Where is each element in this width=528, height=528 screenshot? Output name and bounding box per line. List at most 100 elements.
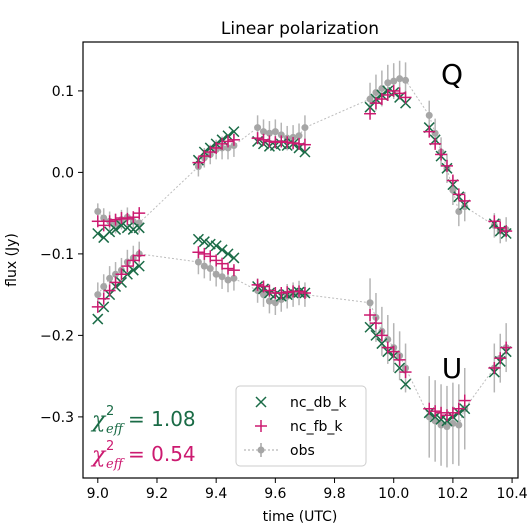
legend-box [235,385,367,467]
nc_db_k-point [110,223,122,235]
nc_fb_k-point [440,159,453,172]
nc_db_k-point [400,378,412,390]
obs-point [94,208,102,216]
obs-point [94,291,102,299]
legend-label-nc-fb-k: nc_fb_k [290,419,343,435]
nc_fb_k-point [109,276,122,289]
legend-marker-obs [244,443,278,457]
nc_fb_k-point [227,264,240,277]
nc_fb_k-point [287,137,300,150]
chi-fb-annotation: χ 2 eff = 0.54 [90,439,196,472]
nc_db_k-point [192,233,204,245]
nc_fb_k-point [429,137,442,150]
x-tick-label: 10.4 [496,486,527,502]
nc_fb_k-point [399,91,412,104]
nc_fb_k-point [133,207,146,220]
chi-db-subscript: eff [106,422,126,437]
nc_fb_k-point [127,254,140,267]
legend-marker-nc-db-k [255,396,267,408]
nc_db_k-point [228,252,240,264]
nc_fb_k-point [121,212,134,225]
nc_fb_k-point [281,136,294,149]
obs-point [366,95,374,103]
nc_fb_k-point [97,292,110,305]
nc_fb_k-point [192,156,205,169]
nc_fb_k-point [429,405,442,418]
nc_fb_k-point [369,317,382,330]
nc_fb_k-point [446,174,459,187]
nc_db_k-point [104,226,116,238]
legend-marker-nc-fb-k [255,420,267,432]
nc_fb_k-point [500,341,513,354]
nc_fb_k-point [293,285,306,298]
obs-point [260,128,268,136]
chi-db-value: = 1.08 [128,407,196,431]
plot-frame [82,41,519,479]
nc_fb_k-point [257,133,270,146]
obs-point [437,421,445,429]
obs-point [224,144,232,152]
chart-title: Linear polarization [221,19,379,39]
obs-point [277,131,285,139]
plot-area [91,60,513,468]
nc_fb_k-point [494,352,507,365]
nc_fb_k-point [488,361,501,374]
nc_fb_k-point [488,215,501,228]
obs-point [265,129,273,137]
x-tick-label: 9.8 [323,486,345,502]
obs-point [200,262,208,270]
nc_fb_k-point [115,268,128,281]
nc_fb_k-point [275,287,288,300]
nc_fb_k-point [452,402,465,415]
nc_db_k-point [92,313,104,325]
nc_fb_k-point [103,215,116,228]
nc_db_k-point [222,248,234,260]
x-tick-label: 9.6 [264,486,286,502]
nc_fb_k-point [458,394,471,407]
y-axis: 0.1 0.0 −0.1 −0.2 −0.3 [40,84,83,426]
nc_fb_k-point [298,287,311,300]
nc_fb_k-point [435,406,448,419]
nc_db_k-point [115,219,127,231]
nc_fb_k-point [275,135,288,148]
x-axis: 9.0 9.2 9.4 9.6 9.8 10.0 10.2 10.4 [87,478,528,502]
obs-point [100,214,108,222]
nc_fb_k-point [387,345,400,358]
nc_fb_k-point [251,132,264,145]
nc_fb_k-point [216,137,229,150]
obs-point [100,282,108,290]
nc_fb_k-point [393,353,406,366]
obs-point [271,128,279,136]
nc_db_k-point [92,227,104,240]
legend-label-nc-db-k: nc_db_k [290,395,347,411]
x-axis-label: time (UTC) [263,509,338,525]
y-tick-label: −0.3 [40,410,74,426]
nc_fb_k-point [216,257,229,270]
obs-point [396,75,404,83]
obs-point [366,299,374,307]
y-axis-label: flux (Jy) [4,233,20,287]
obs-point [295,132,303,140]
x-tick-label: 10.0 [378,486,409,502]
nc_fb_k-point [133,249,146,262]
nc_fb_k-point [263,284,276,297]
obs-point [224,276,232,284]
x-tick-label: 9.4 [205,486,227,502]
obs-point [254,124,262,132]
nc_fb_k-point [452,188,465,201]
nc_fb_k-point [198,247,211,260]
obs-point [402,76,410,84]
chi-fb-superscript: 2 [106,439,114,454]
nc_fb_k-point [281,286,294,299]
nc_fb_k-point [364,309,377,322]
legend: nc_db_k nc_fb_k obs [235,385,367,467]
nc_fb_k-point [269,136,282,149]
nc_fb_k-point [293,137,306,150]
nc_fb_k-point [423,125,436,138]
chi-db-superscript: 2 [106,404,114,419]
obs-point [384,79,392,87]
nc_fb_k-point [263,135,276,148]
nc_fb_k-point [91,300,104,313]
u-panel-label: U [442,352,463,385]
nc_fb_k-point [251,278,264,291]
